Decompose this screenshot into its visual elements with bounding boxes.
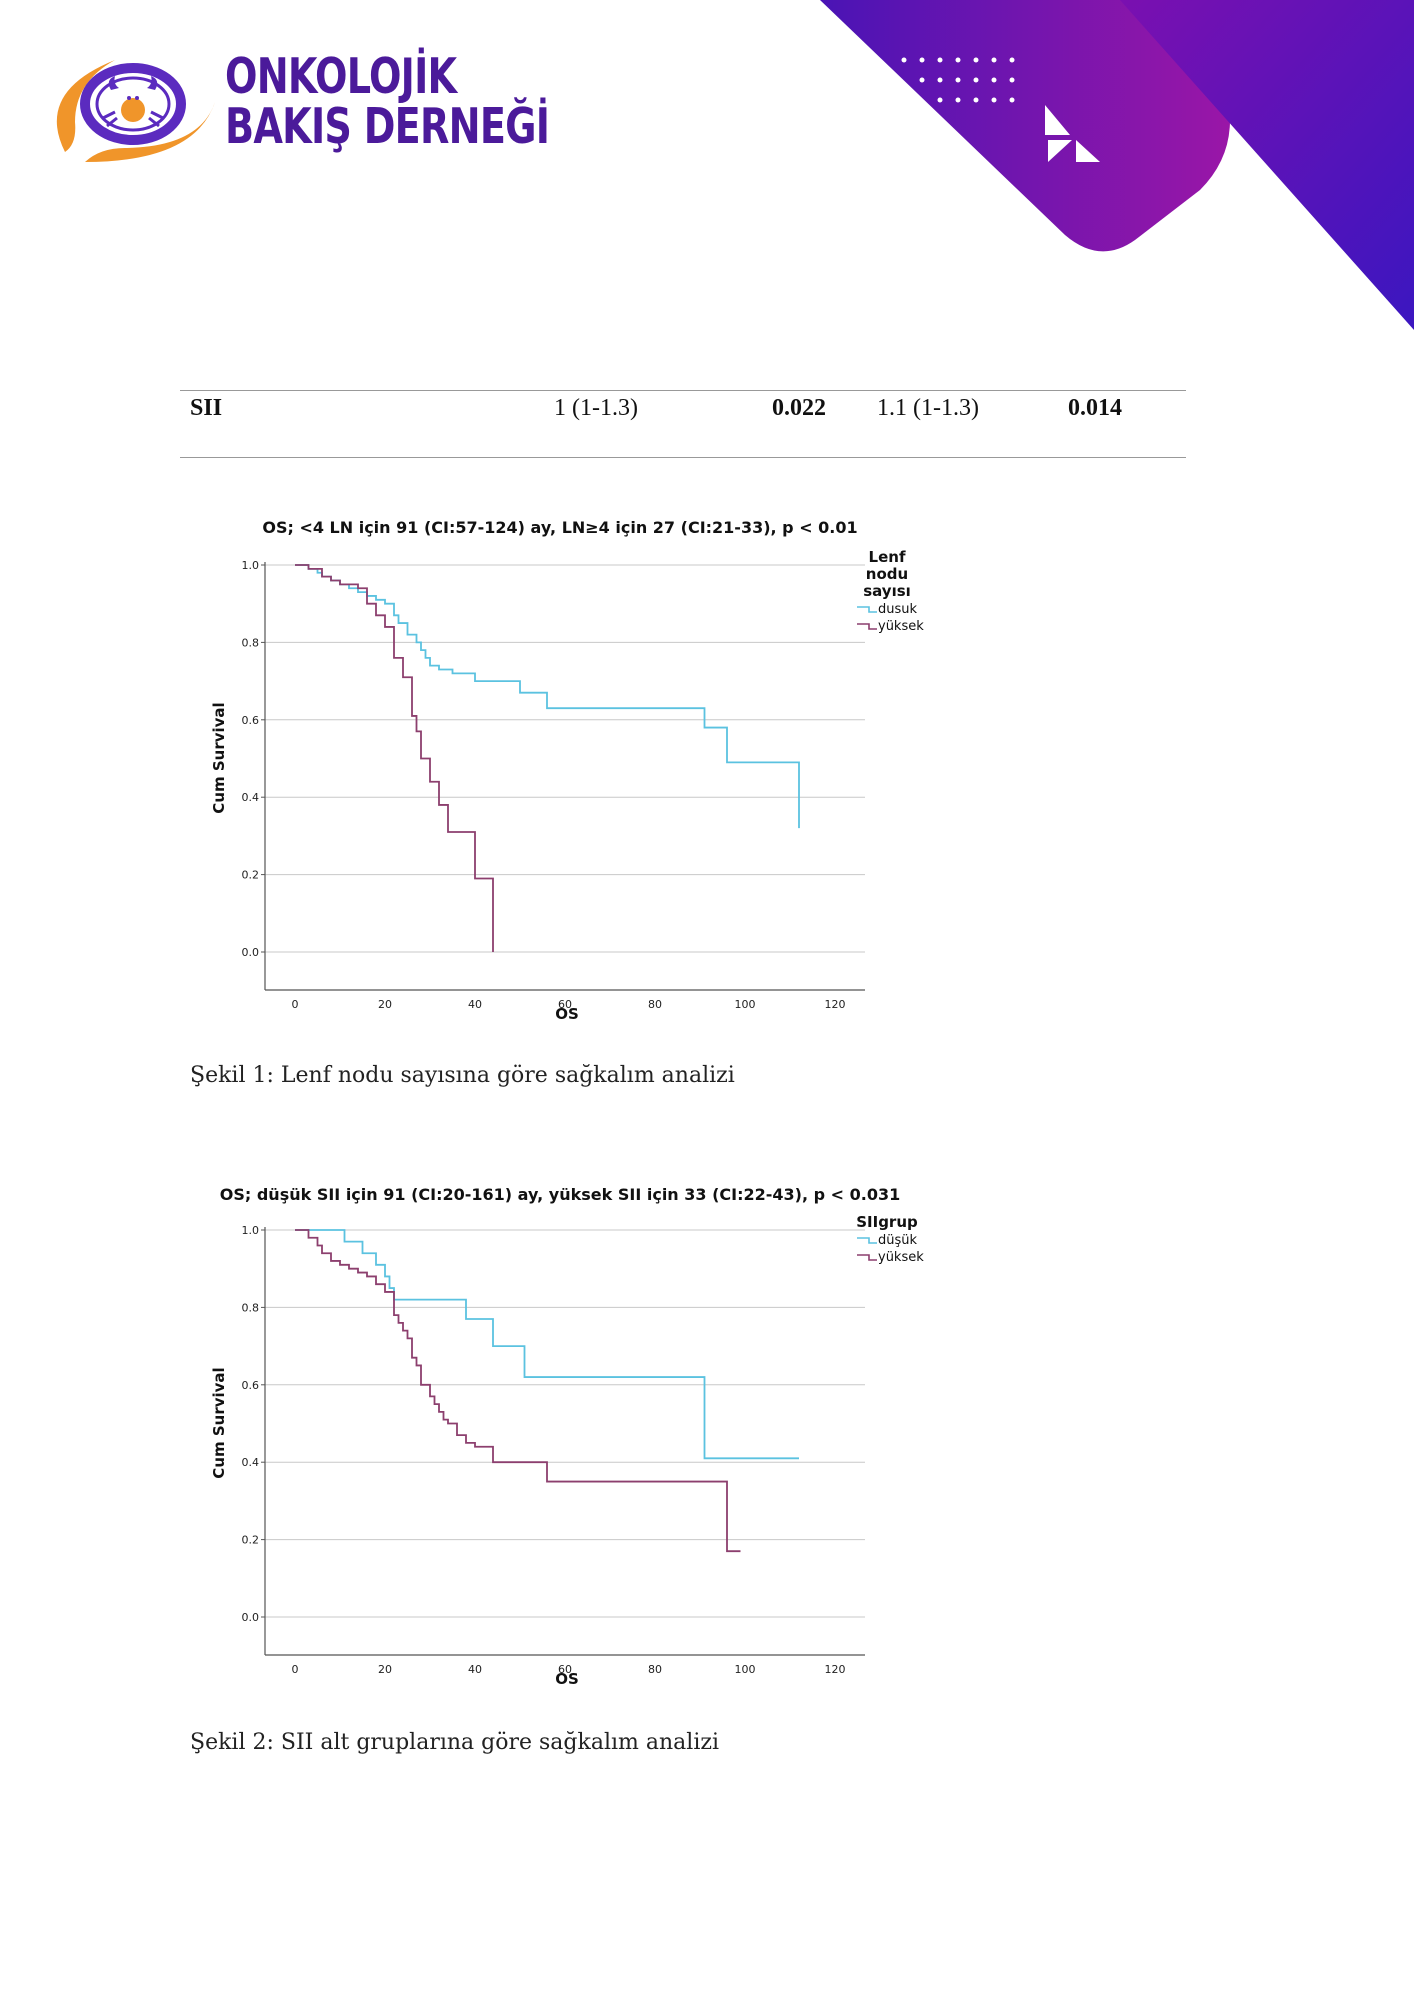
x-tick-label: 60 xyxy=(558,1663,572,1676)
y-tick-label: 1.0 xyxy=(242,1224,260,1237)
km-chart-sii: OS; düşük SII için 91 (CI:20-161) ay, yü… xyxy=(210,1185,924,1688)
x-tick-label: 120 xyxy=(825,998,846,1011)
y-tick-label: 1.0 xyxy=(242,559,260,572)
x-tick-label: 20 xyxy=(378,1663,392,1676)
y-tick-label: 0.0 xyxy=(242,1611,260,1624)
x-tick-label: 40 xyxy=(468,998,482,1011)
cell-p2: 0.014 xyxy=(1068,395,1122,421)
logo-text: ONKOLOJİK BAKIŞ DERNEĞİ xyxy=(225,48,550,155)
y-tick-label: 0.6 xyxy=(242,1379,260,1392)
legend-label: dusuk xyxy=(878,602,918,617)
x-tick-label: 80 xyxy=(648,1663,662,1676)
legend-swatch xyxy=(857,606,877,613)
gradient-shape-band xyxy=(1120,0,1414,330)
legend-label: yüksek xyxy=(878,619,924,634)
y-axis-label: Cum Survival xyxy=(210,702,228,813)
x-tick-label: 120 xyxy=(825,1663,846,1676)
series-line-high xyxy=(295,1229,741,1553)
series-line-high xyxy=(295,564,494,952)
x-axis-label: OS xyxy=(555,1005,579,1023)
y-tick-label: 0.4 xyxy=(242,791,260,804)
y-tick-label: 0.2 xyxy=(242,869,260,882)
legend-swatch xyxy=(857,623,877,630)
logo-line-2: BAKIŞ DERNEĞİ xyxy=(225,98,550,155)
y-tick-label: 0.4 xyxy=(242,1456,260,1469)
crab-emblem-icon xyxy=(56,60,215,162)
triangles-icon xyxy=(1045,105,1100,162)
x-tick-label: 100 xyxy=(735,998,756,1011)
legend-title: Lenf xyxy=(869,548,906,566)
x-tick-label: 100 xyxy=(735,1663,756,1676)
legend-swatch xyxy=(857,1237,877,1244)
legend-title: sayısı xyxy=(863,582,911,600)
legend-title: nodu xyxy=(866,565,908,583)
y-tick-label: 0.6 xyxy=(242,714,260,727)
legend: SIIgrup düşük yüksek xyxy=(856,1213,924,1265)
results-table: SII 1 (1-1.3) 0.022 1.1 (1-1.3) 0.014 xyxy=(180,390,1186,458)
x-tick-label: 80 xyxy=(648,998,662,1011)
x-tick-label: 0 xyxy=(292,1663,299,1676)
x-tick-label: 20 xyxy=(378,998,392,1011)
chart-title: OS; düşük SII için 91 (CI:20-161) ay, yü… xyxy=(220,1185,901,1204)
row-label: SII xyxy=(190,395,223,421)
corner-decoration xyxy=(820,0,1414,330)
legend-label: yüksek xyxy=(878,1250,924,1265)
legend-label: düşük xyxy=(878,1233,918,1248)
cell-or-adj: 1.1 (1-1.3) xyxy=(877,395,979,421)
figure-1-caption: Şekil 1: Lenf nodu sayısına göre sağkalı… xyxy=(190,1063,735,1088)
y-axis-label: Cum Survival xyxy=(210,1367,228,1478)
y-tick-label: 0.8 xyxy=(242,1301,260,1314)
figure-2-caption: Şekil 2: SII alt gruplarına göre sağkalı… xyxy=(190,1730,719,1755)
x-axis-label: OS xyxy=(555,1670,579,1688)
legend-title: SIIgrup xyxy=(856,1213,918,1231)
chart-title: OS; <4 LN için 91 (CI:57-124) ay, LN≥4 i… xyxy=(262,518,857,537)
y-tick-label: 0.0 xyxy=(242,946,260,959)
y-tick-label: 0.2 xyxy=(242,1534,260,1547)
x-tick-label: 60 xyxy=(558,998,572,1011)
gradient-shape-large xyxy=(820,0,1230,252)
logo-line-1: ONKOLOJİK xyxy=(225,48,457,105)
km-chart-lymph-node: OS; <4 LN için 91 (CI:57-124) ay, LN≥4 i… xyxy=(210,518,924,1023)
cell-p1: 0.022 xyxy=(772,395,826,421)
y-tick-label: 0.8 xyxy=(242,636,260,649)
series-line-low xyxy=(295,1229,799,1460)
cell-or: 1 (1-1.3) xyxy=(554,395,638,421)
logo: ONKOLOJİK BAKIŞ DERNEĞİ xyxy=(45,52,550,172)
dot-grid xyxy=(901,57,1015,103)
legend-swatch xyxy=(857,1254,877,1261)
x-tick-label: 0 xyxy=(292,998,299,1011)
x-tick-label: 40 xyxy=(468,1663,482,1676)
